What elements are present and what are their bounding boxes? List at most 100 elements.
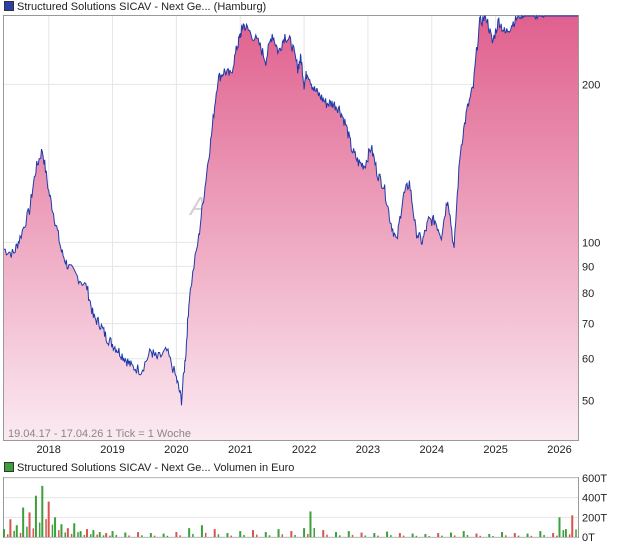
volume-bar xyxy=(558,517,561,537)
volume-bar xyxy=(322,530,325,537)
volume-bar xyxy=(239,531,242,537)
volume-bar xyxy=(564,529,567,537)
volume-bar xyxy=(188,528,191,537)
volume-bar xyxy=(213,529,216,537)
volume-bar xyxy=(243,534,245,537)
price-x-tick-label: 2019 xyxy=(100,444,124,456)
volume-bar xyxy=(437,533,440,537)
volume-bar xyxy=(111,531,114,537)
price-x-tick-label: 2018 xyxy=(36,444,60,456)
volume-bar xyxy=(307,533,309,537)
volume-bar xyxy=(200,525,203,537)
price-x-tick-label: 2020 xyxy=(164,444,188,456)
volume-bar xyxy=(124,532,127,537)
volume-bar xyxy=(475,533,478,537)
volume-bar xyxy=(347,531,350,537)
volume-bar xyxy=(390,535,392,537)
volume-bar xyxy=(462,531,465,537)
volume-bar xyxy=(290,531,293,537)
volume-bar xyxy=(66,528,69,537)
volume-bar xyxy=(15,525,18,537)
volume-bar xyxy=(64,532,66,537)
volume-bar xyxy=(3,529,5,537)
volume-bar xyxy=(45,519,47,537)
volume-bar xyxy=(373,533,376,537)
volume-bar xyxy=(264,532,267,537)
volume-bar xyxy=(530,535,533,537)
volume-bar xyxy=(32,528,35,537)
volume-bar xyxy=(34,495,37,537)
price-y-tick-label: 90 xyxy=(582,261,594,273)
price-legend-swatch xyxy=(4,1,14,11)
volume-bar xyxy=(141,535,143,537)
price-info-text: 19.04.17 - 17.04.26 1 Tick = 1 Woche xyxy=(8,428,191,440)
volume-y-tick-label: 400T xyxy=(582,493,607,505)
volume-bar xyxy=(217,534,220,537)
volume-bar xyxy=(501,532,504,537)
volume-bar xyxy=(166,535,169,537)
volume-bar xyxy=(77,532,79,537)
price-y-tick-label: 80 xyxy=(582,288,594,300)
volume-bar xyxy=(7,534,9,537)
volume-bar xyxy=(204,532,207,537)
volume-bar xyxy=(98,532,101,537)
volume-bar xyxy=(175,532,178,537)
volume-bar xyxy=(128,535,130,537)
volume-bar xyxy=(575,529,577,537)
volume-bar xyxy=(70,533,73,537)
volume-bar xyxy=(268,535,271,537)
price-area xyxy=(4,16,578,440)
volume-bar xyxy=(256,534,258,537)
volume-bar xyxy=(41,485,44,537)
volume-bar xyxy=(364,535,367,537)
volume-bar xyxy=(51,524,54,537)
price-x-tick-label: 2023 xyxy=(356,444,380,456)
volume-bar xyxy=(79,531,82,537)
volume-legend-label: Structured Solutions SICAV - Next Ge... … xyxy=(17,462,295,474)
volume-bar xyxy=(402,535,405,537)
volume-bar xyxy=(415,535,418,537)
volume-bar xyxy=(294,534,296,537)
volume-bar xyxy=(562,530,564,537)
volume-bar xyxy=(303,528,306,537)
volume-bar xyxy=(149,533,152,537)
volume-bar xyxy=(441,535,443,537)
volume-bar xyxy=(453,535,456,537)
volume-bar xyxy=(492,535,494,537)
volume-bar xyxy=(83,534,86,537)
price-legend-label: Structured Solutions SICAV - Next Ge... … xyxy=(17,1,267,13)
volume-y-tick-label: 600T xyxy=(582,473,607,485)
volume-legend-swatch xyxy=(4,462,14,472)
volume-bar xyxy=(386,531,389,537)
volume-bar xyxy=(137,532,140,537)
volume-bar xyxy=(9,519,12,537)
volume-bar xyxy=(73,523,76,537)
volume-bar xyxy=(277,529,280,537)
volume-bar xyxy=(162,533,165,537)
volume-bar xyxy=(505,535,507,537)
volume-bar xyxy=(19,532,22,537)
volume-bar xyxy=(153,535,156,537)
price-x-tick-label: 2022 xyxy=(292,444,316,456)
volume-bar xyxy=(488,534,491,537)
volume-legend: Structured Solutions SICAV - Next Ge... … xyxy=(4,462,294,475)
volume-bar xyxy=(102,535,105,537)
volume-bar xyxy=(92,530,95,537)
volume-bar xyxy=(230,535,232,537)
volume-bar xyxy=(398,533,401,537)
price-y-tick-label: 50 xyxy=(582,395,594,407)
volume-y-tick-label: 200T xyxy=(582,512,607,524)
volume-bar xyxy=(58,530,60,537)
volume-bar xyxy=(28,512,31,537)
volume-bar xyxy=(360,532,363,537)
volume-bar xyxy=(105,533,108,537)
volume-bar xyxy=(115,534,118,537)
volume-bar xyxy=(479,535,481,537)
price-x-tick-label: 2024 xyxy=(420,444,444,456)
volume-bar xyxy=(335,532,338,537)
volume-bar xyxy=(96,534,98,537)
volume-bar xyxy=(526,533,529,537)
volume-bar xyxy=(109,535,111,537)
volume-bar xyxy=(568,534,571,537)
volume-bar xyxy=(313,528,315,537)
